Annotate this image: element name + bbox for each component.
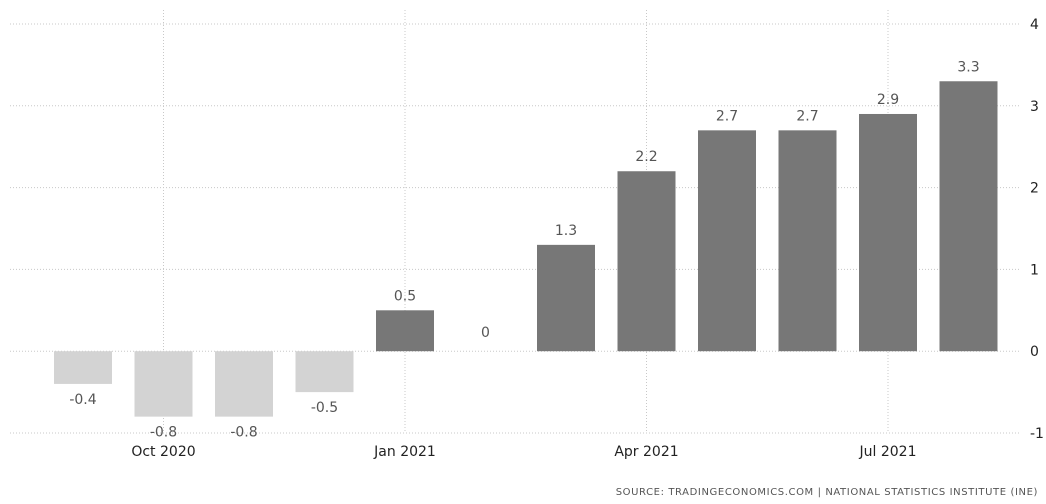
y-tick-label: -1 — [1030, 426, 1044, 442]
y-tick-label: 2 — [1030, 181, 1039, 197]
data-labels-group: -0.4 -0.8 -0.8 -0.5 0.5 0 1.3 2.2 2.7 2.7 2.9 3.3 — [69, 59, 979, 440]
bar — [54, 351, 112, 384]
y-tick-label: 4 — [1030, 17, 1039, 33]
x-tick-label: Jan 2021 — [373, 444, 436, 460]
bar — [376, 310, 434, 352]
bar — [939, 81, 998, 352]
data-label: 0 — [481, 325, 490, 341]
data-label: 2.7 — [796, 108, 818, 124]
data-label: -0.8 — [150, 425, 177, 441]
data-label: -0.5 — [311, 400, 338, 416]
bar — [295, 351, 354, 393]
bar — [617, 171, 676, 352]
source-note: SOURCE: TRADINGECONOMICS.COM | NATIONAL … — [615, 487, 1038, 498]
data-label: -0.4 — [69, 392, 96, 408]
bar — [778, 130, 837, 352]
y-axis: -1 0 1 2 3 4 — [1030, 17, 1044, 442]
data-label: 3.3 — [957, 59, 979, 75]
bar — [859, 113, 917, 352]
y-tick-label: 1 — [1030, 262, 1039, 278]
data-label: 0.5 — [394, 288, 416, 304]
data-label: 2.7 — [716, 108, 738, 124]
bar — [215, 351, 273, 417]
x-tick-label: Apr 2021 — [614, 444, 678, 460]
x-tick-label: Oct 2020 — [131, 444, 195, 460]
bar — [698, 130, 756, 352]
bars-group — [54, 81, 998, 417]
x-axis: Oct 2020 Jan 2021 Apr 2021 Jul 2021 — [131, 444, 916, 460]
y-tick-label: 3 — [1030, 99, 1039, 115]
x-tick-label: Jul 2021 — [859, 444, 917, 460]
data-label: 1.3 — [555, 223, 577, 239]
bar — [134, 351, 193, 417]
bar — [537, 244, 595, 352]
data-label: -0.8 — [230, 425, 257, 441]
y-tick-label: 0 — [1030, 344, 1039, 360]
data-label: 2.2 — [635, 149, 657, 165]
data-label: 2.9 — [877, 92, 899, 108]
